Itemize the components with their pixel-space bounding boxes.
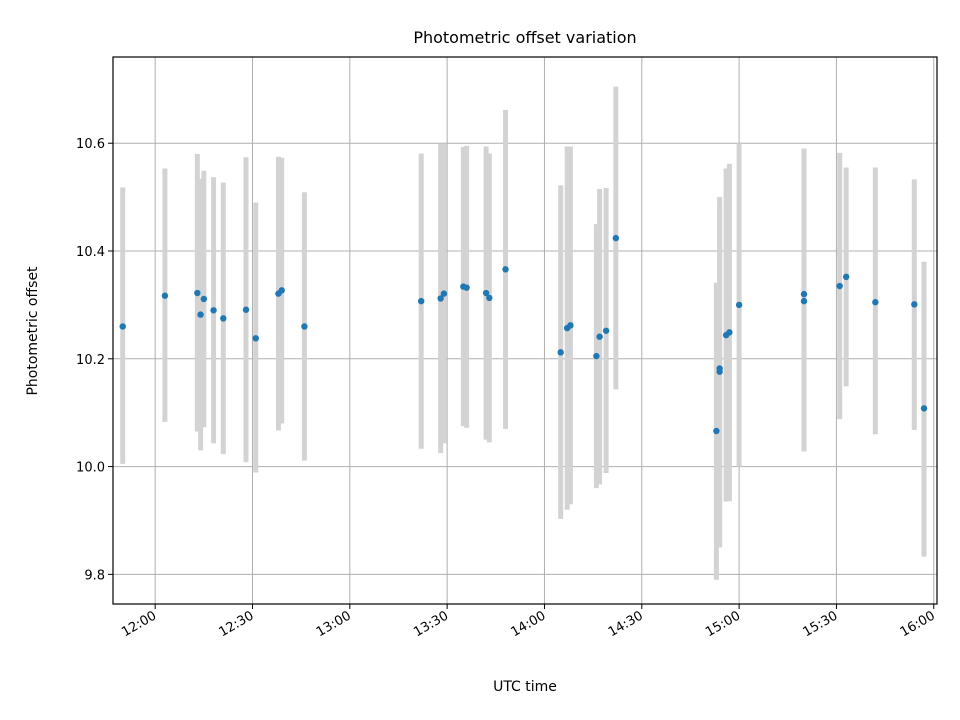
y-tick-label: 10.0	[76, 461, 105, 476]
data-point	[872, 299, 879, 306]
x-tick-label: 15:30	[800, 608, 840, 640]
data-markers	[119, 234, 928, 435]
x-tick-label: 12:00	[119, 608, 159, 640]
y-tick-label: 9.8	[84, 568, 105, 583]
y-tick-label: 10.4	[76, 245, 105, 260]
data-point	[567, 322, 574, 329]
x-tick-label: 13:30	[411, 608, 451, 640]
data-point	[220, 315, 227, 322]
data-point	[301, 323, 308, 330]
data-point	[911, 301, 918, 308]
data-point	[612, 234, 620, 242]
x-tick-label: 13:00	[314, 608, 354, 640]
x-tick-label: 14:30	[606, 608, 646, 640]
data-point	[463, 284, 470, 291]
data-point	[210, 307, 217, 314]
x-tick-label: 15:00	[703, 608, 743, 640]
x-tick-label: 12:30	[217, 608, 257, 640]
data-point	[440, 290, 448, 297]
data-point	[602, 327, 610, 334]
data-point	[836, 282, 843, 290]
data-point	[119, 323, 126, 330]
data-point	[557, 349, 564, 356]
y-tick-label: 10.2	[76, 353, 105, 368]
data-point	[800, 297, 808, 305]
data-point	[242, 306, 250, 313]
data-point	[713, 427, 720, 435]
data-point	[482, 289, 490, 297]
y-tick-label: 10.6	[76, 137, 105, 152]
data-point	[735, 301, 743, 309]
data-point	[596, 333, 603, 340]
data-point	[161, 292, 169, 299]
data-point	[726, 329, 733, 336]
data-point	[842, 273, 850, 281]
data-point	[200, 295, 208, 303]
data-point	[278, 287, 285, 294]
data-point	[486, 294, 493, 302]
data-point	[252, 335, 259, 342]
data-point	[716, 365, 723, 372]
data-point	[437, 295, 444, 302]
x-tick-label: 14:00	[509, 608, 549, 640]
grid	[113, 57, 937, 604]
plot-frame	[112, 56, 938, 605]
data-point	[920, 405, 928, 412]
data-point	[800, 290, 808, 298]
errorbars	[120, 86, 927, 580]
chart-title: Photometric offset variation	[413, 28, 636, 47]
x-tick-label: 16:00	[898, 608, 938, 640]
data-point	[593, 352, 600, 360]
data-point	[417, 297, 425, 305]
data-point	[194, 289, 201, 297]
data-point	[197, 311, 204, 318]
x-axis-label: UTC time	[493, 679, 557, 695]
data-point	[502, 266, 509, 273]
y-axis-label: Photometric offset	[25, 266, 41, 396]
